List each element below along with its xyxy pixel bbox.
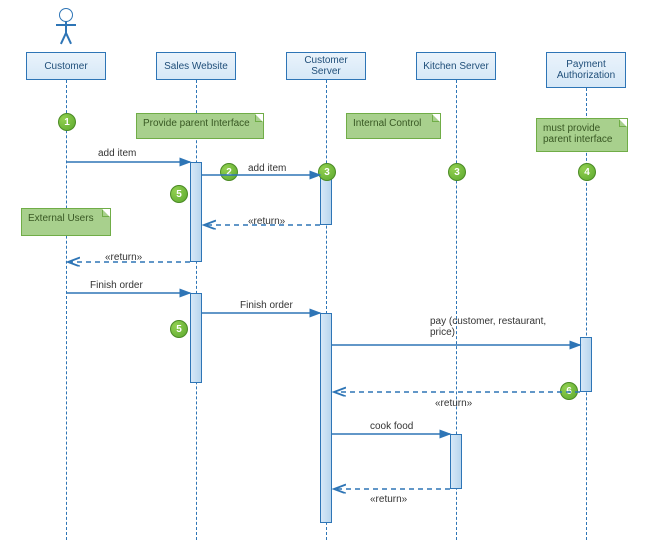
lifeline-line-customer <box>66 80 67 540</box>
lifeline-kitchen-label: Kitchen Server <box>423 61 489 72</box>
lifeline-customer-label: Customer <box>44 61 87 72</box>
badge-5a: 5 <box>170 185 188 203</box>
note-internal-control: Internal Control <box>346 113 441 139</box>
lifeline-cserver-label: Customer Server <box>289 55 363 77</box>
lifeline-sales: Sales Website <box>156 52 236 80</box>
msg-return-2: «return» <box>105 252 142 263</box>
lifeline-cserver: Customer Server <box>286 52 366 80</box>
note-must-parent: must provide parent interface <box>536 118 628 152</box>
badge-1: 1 <box>58 113 76 131</box>
note-parent-interface-text: Provide parent Interface <box>143 118 250 129</box>
actor-customer-figure <box>54 8 78 48</box>
activation-payment-1 <box>580 337 592 392</box>
note-external-users: External Users <box>21 208 111 236</box>
badge-5b: 5 <box>170 320 188 338</box>
msg-finish-1: Finish order <box>90 280 143 291</box>
badge-3a: 3 <box>318 163 336 181</box>
msg-finish-2: Finish order <box>240 300 293 311</box>
note-external-users-text: External Users <box>28 213 94 224</box>
badge-3b: 3 <box>448 163 466 181</box>
badge-2: 2 <box>220 163 238 181</box>
msg-pay: pay (customer, restaurant, price) <box>430 316 570 338</box>
activation-cserver-2 <box>320 313 332 523</box>
msg-return-3: «return» <box>435 398 472 409</box>
sequence-diagram: Customer Sales Website Customer Server K… <box>0 0 650 549</box>
activation-kitchen-1 <box>450 434 462 489</box>
lifeline-payment-label: Payment Authorization <box>549 59 623 81</box>
lifeline-sales-label: Sales Website <box>164 61 228 72</box>
lifeline-line-payment <box>586 88 587 540</box>
lifeline-kitchen: Kitchen Server <box>416 52 496 80</box>
note-parent-interface: Provide parent Interface <box>136 113 264 139</box>
activation-sales-2 <box>190 293 202 383</box>
msg-add-item-2: add item <box>248 163 286 174</box>
msg-return-1: «return» <box>248 216 285 227</box>
activation-sales-1 <box>190 162 202 262</box>
lifeline-customer: Customer <box>26 52 106 80</box>
activation-cserver-1 <box>320 175 332 225</box>
note-internal-control-text: Internal Control <box>353 118 421 129</box>
note-must-parent-text: must provide parent interface <box>543 123 613 145</box>
msg-cook: cook food <box>370 421 413 432</box>
msg-return-4: «return» <box>370 494 407 505</box>
badge-6: 6 <box>560 382 578 400</box>
lifeline-payment: Payment Authorization <box>546 52 626 88</box>
badge-4: 4 <box>578 163 596 181</box>
msg-add-item-1: add item <box>98 148 136 159</box>
